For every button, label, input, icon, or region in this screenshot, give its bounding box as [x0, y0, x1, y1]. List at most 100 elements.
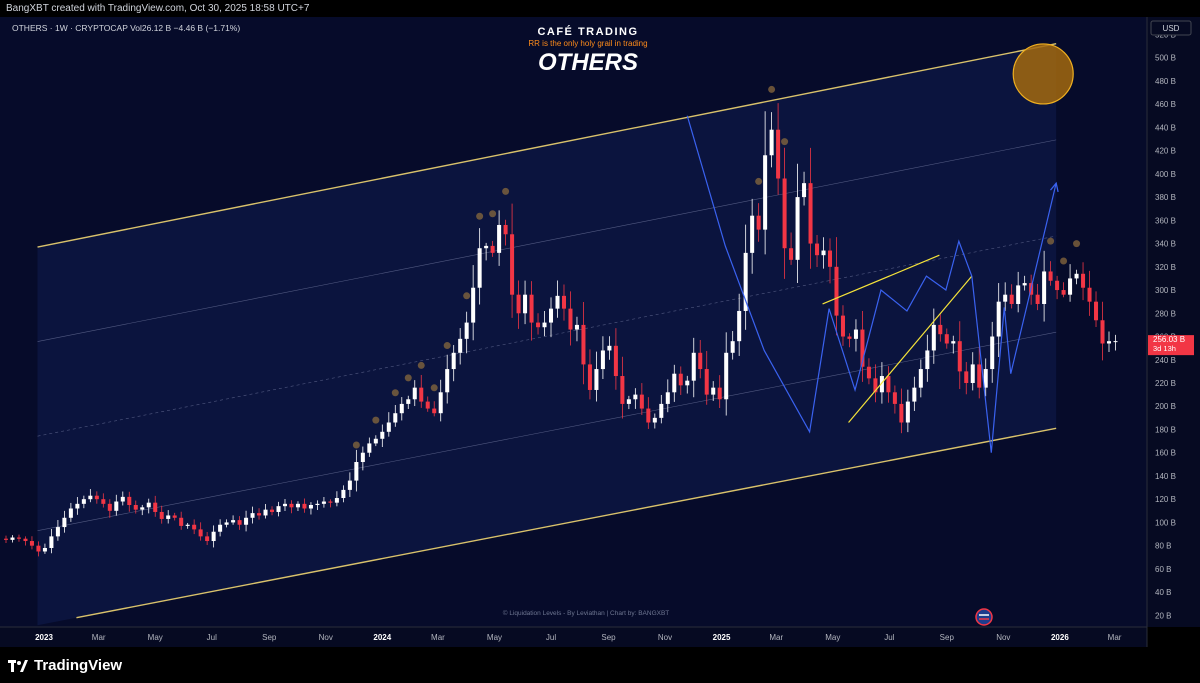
candle[interactable]: [704, 369, 709, 395]
candle[interactable]: [471, 287, 476, 323]
candle[interactable]: [192, 524, 197, 530]
channel-lower-line[interactable]: [76, 427, 1057, 619]
candle[interactable]: [795, 197, 800, 260]
candle[interactable]: [646, 408, 651, 423]
candle[interactable]: [574, 324, 579, 330]
candle[interactable]: [1100, 320, 1105, 344]
candle[interactable]: [276, 506, 281, 512]
candle[interactable]: [678, 373, 683, 386]
candle[interactable]: [146, 502, 151, 508]
candle[interactable]: [516, 294, 521, 314]
candle[interactable]: [607, 345, 612, 351]
candle[interactable]: [198, 529, 203, 537]
candle[interactable]: [912, 387, 917, 402]
candle[interactable]: [594, 369, 599, 390]
candle[interactable]: [367, 443, 372, 453]
candle[interactable]: [62, 517, 67, 528]
candle[interactable]: [1068, 278, 1073, 295]
candle[interactable]: [789, 248, 794, 260]
price-chart[interactable]: 20 B 40 B 60 B 80 B 100 B 120 B 140 B 160 B 180 …: [0, 17, 1200, 647]
candle[interactable]: [886, 376, 891, 393]
candle[interactable]: [328, 501, 333, 503]
candle[interactable]: [1087, 287, 1092, 302]
candle[interactable]: [1081, 273, 1086, 288]
wedge-line[interactable]: [822, 254, 940, 305]
candle[interactable]: [808, 183, 813, 244]
candle[interactable]: [542, 322, 547, 328]
candle[interactable]: [970, 364, 975, 383]
candle[interactable]: [237, 520, 242, 525]
candle[interactable]: [16, 537, 21, 539]
candle[interactable]: [536, 322, 541, 328]
candle[interactable]: [737, 310, 742, 342]
candle[interactable]: [600, 350, 605, 370]
candle[interactable]: [432, 408, 437, 414]
candle[interactable]: [1106, 341, 1112, 344]
candle[interactable]: [944, 334, 949, 344]
candle[interactable]: [983, 369, 988, 388]
candle[interactable]: [438, 392, 443, 414]
candle[interactable]: [899, 403, 904, 423]
candle[interactable]: [847, 336, 852, 339]
candle[interactable]: [711, 387, 716, 395]
candle[interactable]: [756, 215, 761, 230]
candle[interactable]: [1074, 273, 1079, 279]
wedge-line[interactable]: [848, 275, 973, 423]
projection-path[interactable]: [686, 115, 1057, 453]
candle[interactable]: [36, 545, 41, 552]
candle[interactable]: [120, 496, 125, 502]
candle[interactable]: [218, 524, 223, 532]
candle[interactable]: [445, 369, 450, 393]
candle[interactable]: [964, 371, 969, 383]
candle[interactable]: [951, 341, 956, 344]
candle[interactable]: [373, 438, 378, 444]
candle[interactable]: [49, 536, 54, 548]
candle[interactable]: [931, 324, 936, 351]
candle[interactable]: [503, 224, 508, 235]
candle[interactable]: [380, 431, 385, 439]
candle[interactable]: [412, 387, 417, 400]
candle[interactable]: [263, 509, 268, 516]
candle[interactable]: [347, 480, 352, 490]
candle[interactable]: [172, 515, 177, 518]
candle[interactable]: [159, 511, 164, 519]
candle[interactable]: [490, 245, 495, 253]
candle[interactable]: [295, 503, 300, 508]
candle[interactable]: [1061, 290, 1066, 295]
candle[interactable]: [763, 155, 768, 230]
candle[interactable]: [743, 252, 748, 311]
tradingview-logo[interactable]: TradingView: [8, 657, 122, 674]
candle[interactable]: [250, 513, 255, 518]
candle[interactable]: [1003, 294, 1008, 302]
chart-area[interactable]: 20 B 40 B 60 B 80 B 100 B 120 B 140 B 160 B 180 …: [0, 17, 1200, 647]
candle[interactable]: [568, 308, 573, 330]
candle[interactable]: [938, 324, 943, 335]
candle[interactable]: [1094, 301, 1099, 321]
candle[interactable]: [10, 537, 15, 540]
candle[interactable]: [1009, 294, 1014, 304]
candle[interactable]: [29, 541, 34, 546]
candle[interactable]: [75, 503, 80, 509]
candle[interactable]: [510, 234, 515, 295]
candle[interactable]: [81, 499, 86, 504]
candle[interactable]: [717, 387, 722, 400]
candle[interactable]: [587, 364, 592, 390]
candle[interactable]: [834, 266, 839, 316]
candle[interactable]: [484, 245, 489, 249]
candle[interactable]: [94, 495, 99, 500]
candle[interactable]: [3, 538, 9, 540]
candle[interactable]: [769, 129, 774, 156]
flag-icon[interactable]: [975, 608, 993, 626]
candle[interactable]: [990, 336, 995, 370]
candle[interactable]: [315, 503, 320, 505]
candle[interactable]: [802, 183, 807, 198]
candle[interactable]: [853, 329, 858, 339]
candle[interactable]: [231, 520, 236, 523]
candle[interactable]: [782, 178, 787, 249]
candle[interactable]: [892, 392, 897, 404]
candle[interactable]: [1113, 341, 1118, 343]
candle[interactable]: [68, 508, 73, 518]
candle[interactable]: [419, 387, 424, 402]
candle[interactable]: [282, 503, 288, 507]
candle[interactable]: [672, 373, 677, 393]
